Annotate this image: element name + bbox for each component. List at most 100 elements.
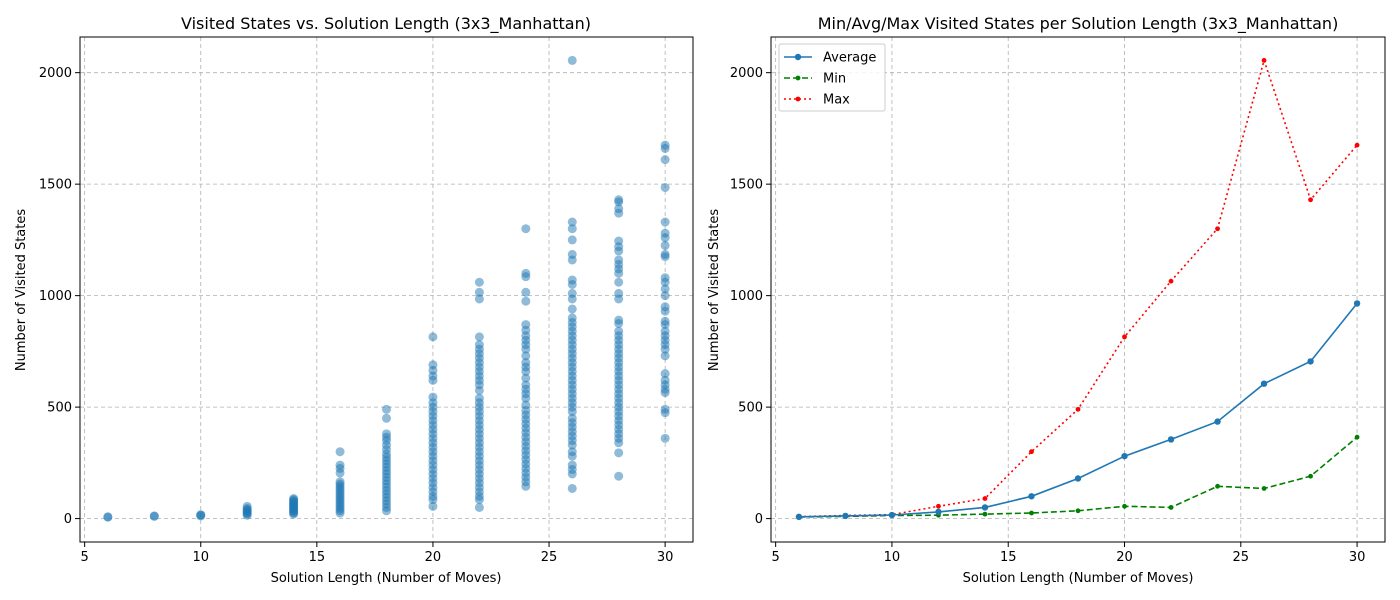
x-tick-label: 20 xyxy=(1116,550,1133,565)
series-point-average xyxy=(935,508,942,516)
scatter-point xyxy=(614,255,624,265)
scatter-point xyxy=(335,477,345,487)
x-tick-label: 30 xyxy=(1349,550,1366,565)
scatter-point xyxy=(567,413,577,423)
scatter-point xyxy=(521,351,531,361)
scatter-point xyxy=(474,393,484,403)
legend-label-min: Min xyxy=(823,72,846,87)
line-plot-frame xyxy=(770,36,1386,543)
scatter-point xyxy=(567,304,577,314)
scatter-point xyxy=(660,240,670,250)
y-tick-label: 2000 xyxy=(39,66,72,81)
scatter-point xyxy=(660,249,670,259)
series-point-min xyxy=(1261,486,1267,491)
y-tick-label: 500 xyxy=(738,401,763,416)
scatter-point xyxy=(614,204,624,214)
series-point-min xyxy=(1029,510,1034,516)
scatter-point xyxy=(614,315,624,325)
x-tick-label: 5 xyxy=(81,550,89,565)
series-point-average xyxy=(981,504,989,511)
series-point-min xyxy=(1168,505,1174,510)
scatter-point xyxy=(567,217,577,227)
x-tick-label: 10 xyxy=(884,550,901,565)
series-point-min xyxy=(1308,473,1313,479)
series-point-average xyxy=(1028,493,1035,500)
series-point-average xyxy=(1353,300,1361,307)
scatter-point xyxy=(521,373,531,383)
scatter-point xyxy=(474,294,484,304)
y-tick-label: 1500 xyxy=(39,178,72,193)
y-tick-label: 1500 xyxy=(730,178,763,193)
series-point-max xyxy=(1354,142,1360,148)
scatter-point xyxy=(567,235,577,245)
series-point-average xyxy=(1260,380,1268,387)
scatter-point xyxy=(660,375,670,385)
line-x-axis-label: Solution Length (Number of Moves) xyxy=(963,571,1194,586)
scatter-point xyxy=(521,400,531,410)
series-point-average xyxy=(1167,436,1175,443)
scatter-point xyxy=(660,326,670,336)
scatter-point xyxy=(660,433,670,443)
scatter-point xyxy=(474,502,484,512)
scatter-point xyxy=(428,501,438,511)
scatter-point xyxy=(660,291,670,301)
scatter-point xyxy=(660,140,670,150)
scatter-point xyxy=(242,501,252,511)
scatter-point xyxy=(335,460,345,470)
scatter-point xyxy=(614,471,624,481)
series-point-max xyxy=(936,503,941,509)
scatter-point xyxy=(614,236,624,246)
scatter-point xyxy=(103,512,113,522)
scatter-point xyxy=(660,351,670,361)
scatter-point xyxy=(382,413,391,423)
scatter-point xyxy=(567,460,577,470)
line-panel: Min/Avg/Max Visited States per Solution … xyxy=(707,14,1386,586)
scatter-point xyxy=(567,447,577,457)
scatter-point xyxy=(196,510,206,520)
scatter-point xyxy=(660,316,670,326)
legend-marker xyxy=(795,96,801,102)
x-tick-label: 15 xyxy=(309,550,326,565)
series-line-max xyxy=(798,57,1358,518)
line-grid xyxy=(771,37,1385,542)
x-tick-label: 25 xyxy=(541,550,558,565)
scatter-point xyxy=(149,511,159,521)
scatter-point xyxy=(474,340,484,350)
scatter-point xyxy=(660,217,670,227)
scatter-point xyxy=(567,55,577,65)
scatter-point xyxy=(474,287,484,297)
scatter-point xyxy=(660,155,670,165)
y-tick-label: 0 xyxy=(755,512,763,527)
scatter-point xyxy=(614,448,624,458)
legend-marker xyxy=(794,53,802,61)
x-tick-label: 15 xyxy=(1000,550,1017,565)
scatter-point xyxy=(382,429,391,439)
scatter-point xyxy=(521,268,531,278)
x-tick-label: 5 xyxy=(772,550,780,565)
series-point-min xyxy=(1075,508,1081,514)
y-tick-label: 0 xyxy=(64,512,72,527)
y-tick-label: 2000 xyxy=(730,66,763,81)
line-y-axis-label: Number of Visited States xyxy=(707,209,722,372)
x-tick-label: 25 xyxy=(1233,550,1250,565)
scatter-point xyxy=(660,404,670,414)
scatter-point xyxy=(428,332,438,342)
x-tick-label: 30 xyxy=(657,550,674,565)
scatter-point xyxy=(567,483,577,493)
scatter-point xyxy=(521,296,531,306)
scatter-point xyxy=(660,182,670,192)
scatter-point xyxy=(521,380,531,390)
scatter-point xyxy=(567,249,577,259)
scatter-point xyxy=(474,332,484,342)
series-point-average xyxy=(1214,418,1221,425)
y-tick-label: 1000 xyxy=(730,289,763,304)
scatter-point xyxy=(382,404,391,414)
scatter-point xyxy=(521,320,531,330)
series-point-max xyxy=(1308,197,1313,203)
scatter-point xyxy=(474,277,484,287)
series-point-average xyxy=(1121,452,1128,460)
scatter-ticks: 5 10 15 20 25 30 0 500 1000 1500 2000 xyxy=(39,66,674,565)
series-point-average xyxy=(1307,358,1314,365)
y-tick-label: 500 xyxy=(47,401,72,416)
x-tick-label: 20 xyxy=(425,550,442,565)
